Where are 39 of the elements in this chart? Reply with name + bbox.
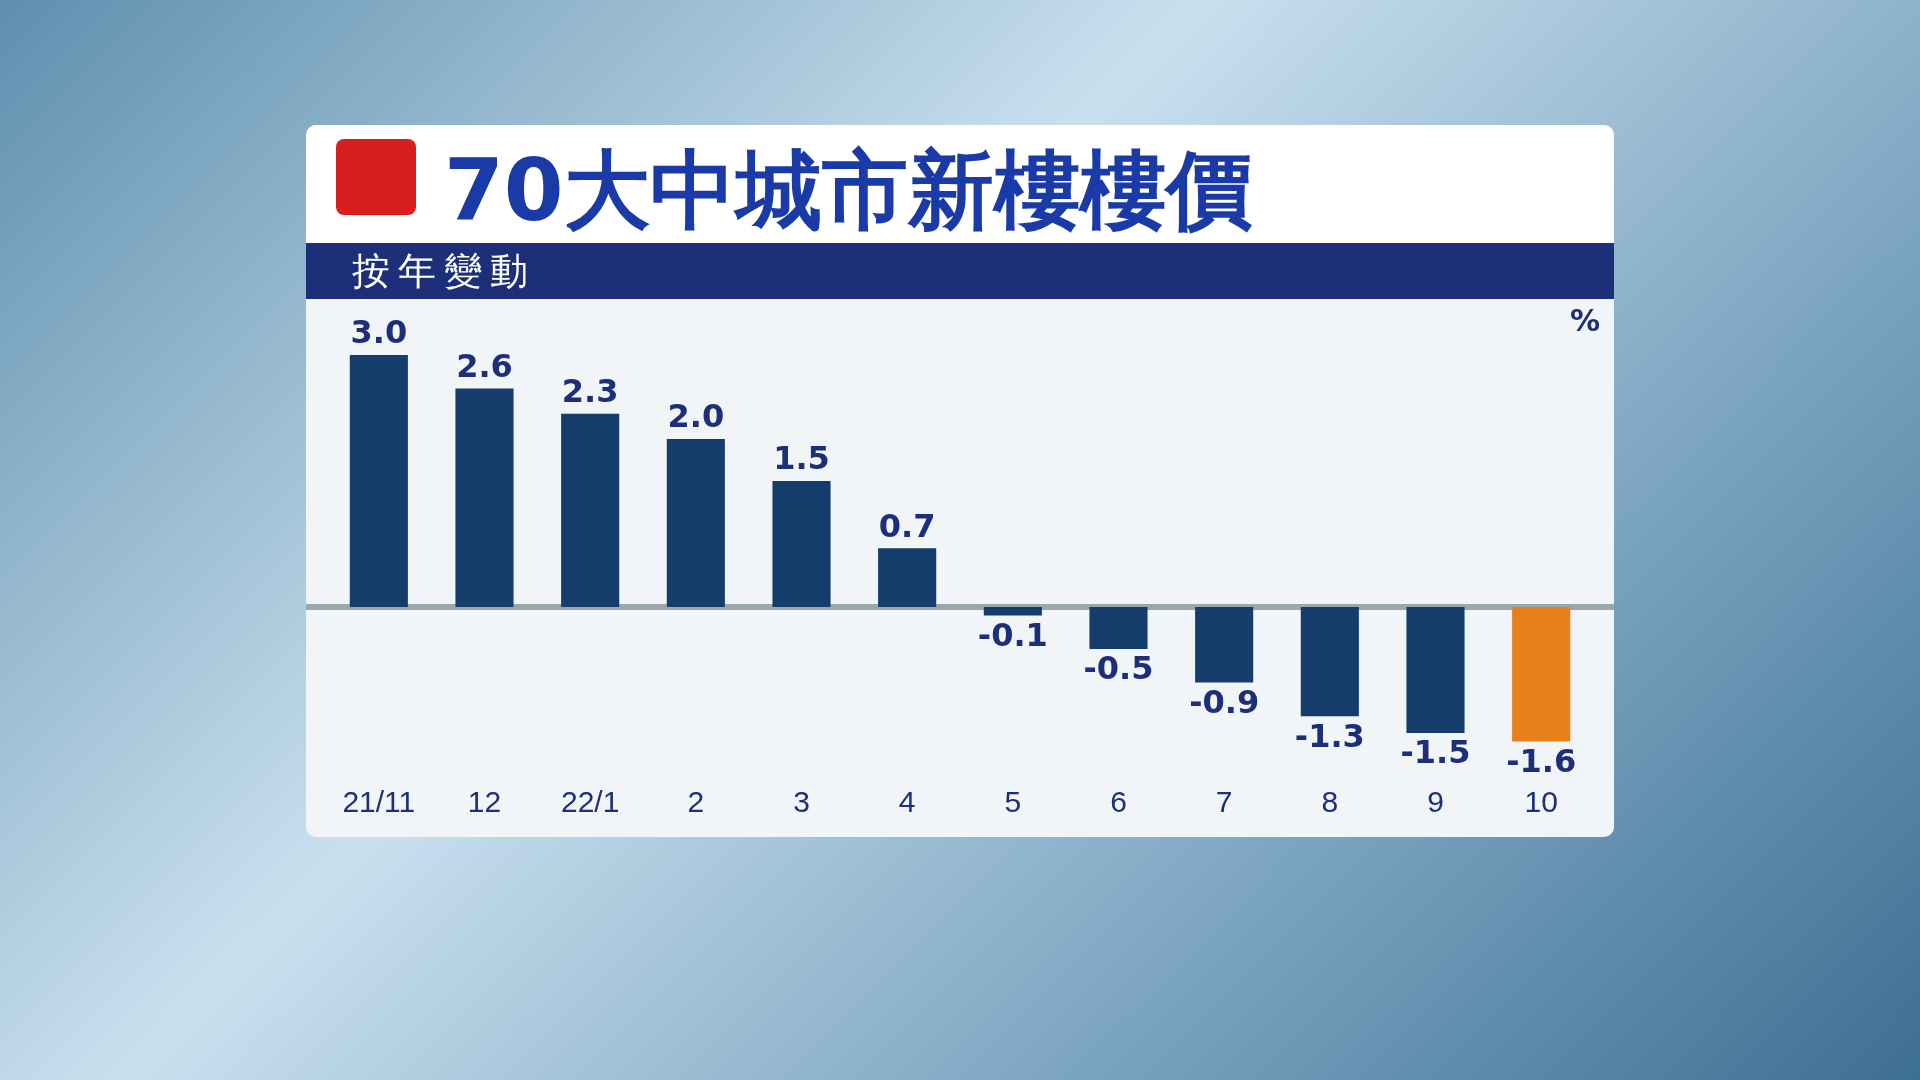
data-label: 2.0 — [667, 397, 725, 436]
x-tick-label: 3 — [793, 785, 810, 819]
bar — [666, 439, 725, 607]
data-label: -0.1 — [977, 615, 1048, 654]
bar — [561, 413, 620, 607]
data-label: 3.0 — [350, 313, 408, 352]
data-label: 2.6 — [456, 346, 513, 385]
bar — [1195, 607, 1254, 683]
x-tick-label: 12 — [467, 785, 502, 819]
bar — [772, 481, 831, 607]
x-tick-label: 9 — [1427, 785, 1444, 819]
bar — [349, 355, 408, 607]
data-label: -0.9 — [1189, 682, 1260, 721]
data-label: -1.3 — [1294, 716, 1365, 755]
data-label: -1.6 — [1506, 741, 1577, 780]
x-tick-label: 5 — [1004, 785, 1022, 819]
bar — [1089, 607, 1148, 649]
x-tick-label: 22/1 — [560, 785, 620, 819]
chart-title: 70大中城市新樓樓價 — [444, 139, 1252, 242]
data-label: -0.5 — [1083, 649, 1154, 688]
bar — [1512, 607, 1571, 742]
x-tick-label: 21/11 — [342, 785, 416, 819]
bar — [983, 607, 1042, 616]
chart-subtitle: 按年變動 — [306, 243, 1614, 299]
x-tick-label: 4 — [898, 785, 916, 819]
bar — [1406, 607, 1465, 733]
data-label: 2.3 — [561, 372, 619, 411]
x-tick-label: 10 — [1524, 785, 1558, 819]
data-label: 1.5 — [773, 439, 830, 478]
x-tick-label: 6 — [1110, 785, 1127, 819]
x-tick-label: 7 — [1215, 785, 1233, 819]
y-axis-title: % — [1569, 303, 1600, 338]
x-tick-label: 2 — [687, 785, 705, 819]
data-label: -1.5 — [1400, 733, 1471, 772]
data-label: 0.7 — [878, 506, 936, 545]
x-tick-label: 8 — [1321, 785, 1339, 819]
bar — [455, 388, 514, 607]
bar — [1300, 607, 1359, 717]
bar — [878, 548, 937, 607]
